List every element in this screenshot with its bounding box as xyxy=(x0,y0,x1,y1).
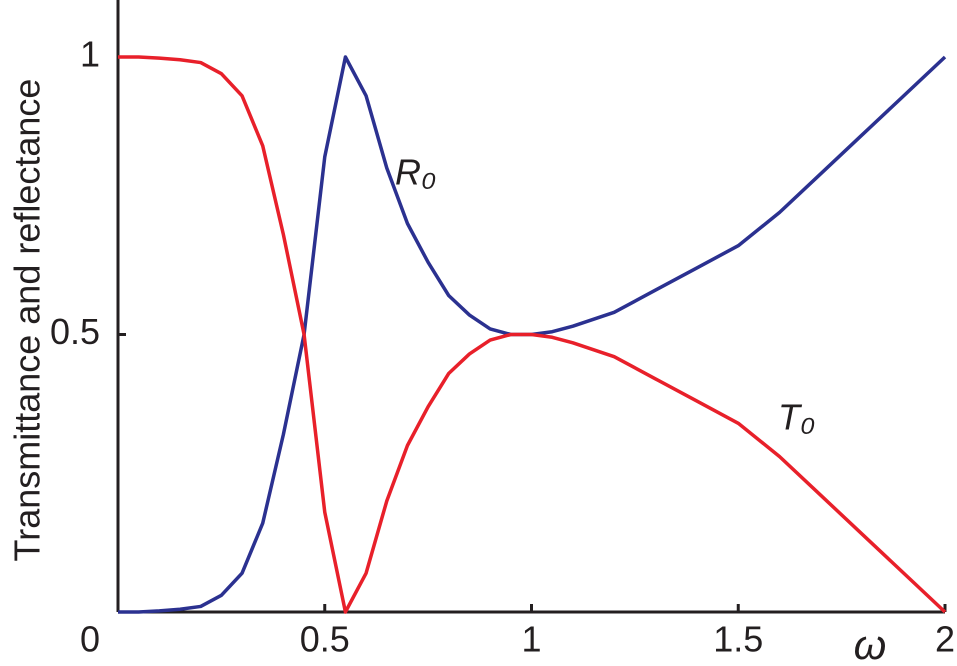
x-tick-label: 2 xyxy=(935,619,955,660)
series-label: R₀ xyxy=(395,152,436,193)
data-line xyxy=(118,55,947,614)
y-tick-label: 0.5 xyxy=(50,311,100,352)
x-axis-label: ω xyxy=(854,621,887,666)
y-axis-label: Transmittance and reflectance xyxy=(7,79,48,562)
x-tick-label: 0 xyxy=(80,619,100,660)
y-tick-label: 1 xyxy=(80,34,100,75)
x-tick-label: 1.5 xyxy=(713,619,763,660)
data-line xyxy=(118,55,947,614)
x-tick-label: 0.5 xyxy=(300,619,350,660)
series-label: T₀ xyxy=(778,397,815,438)
x-tick-label: 1 xyxy=(521,619,541,660)
